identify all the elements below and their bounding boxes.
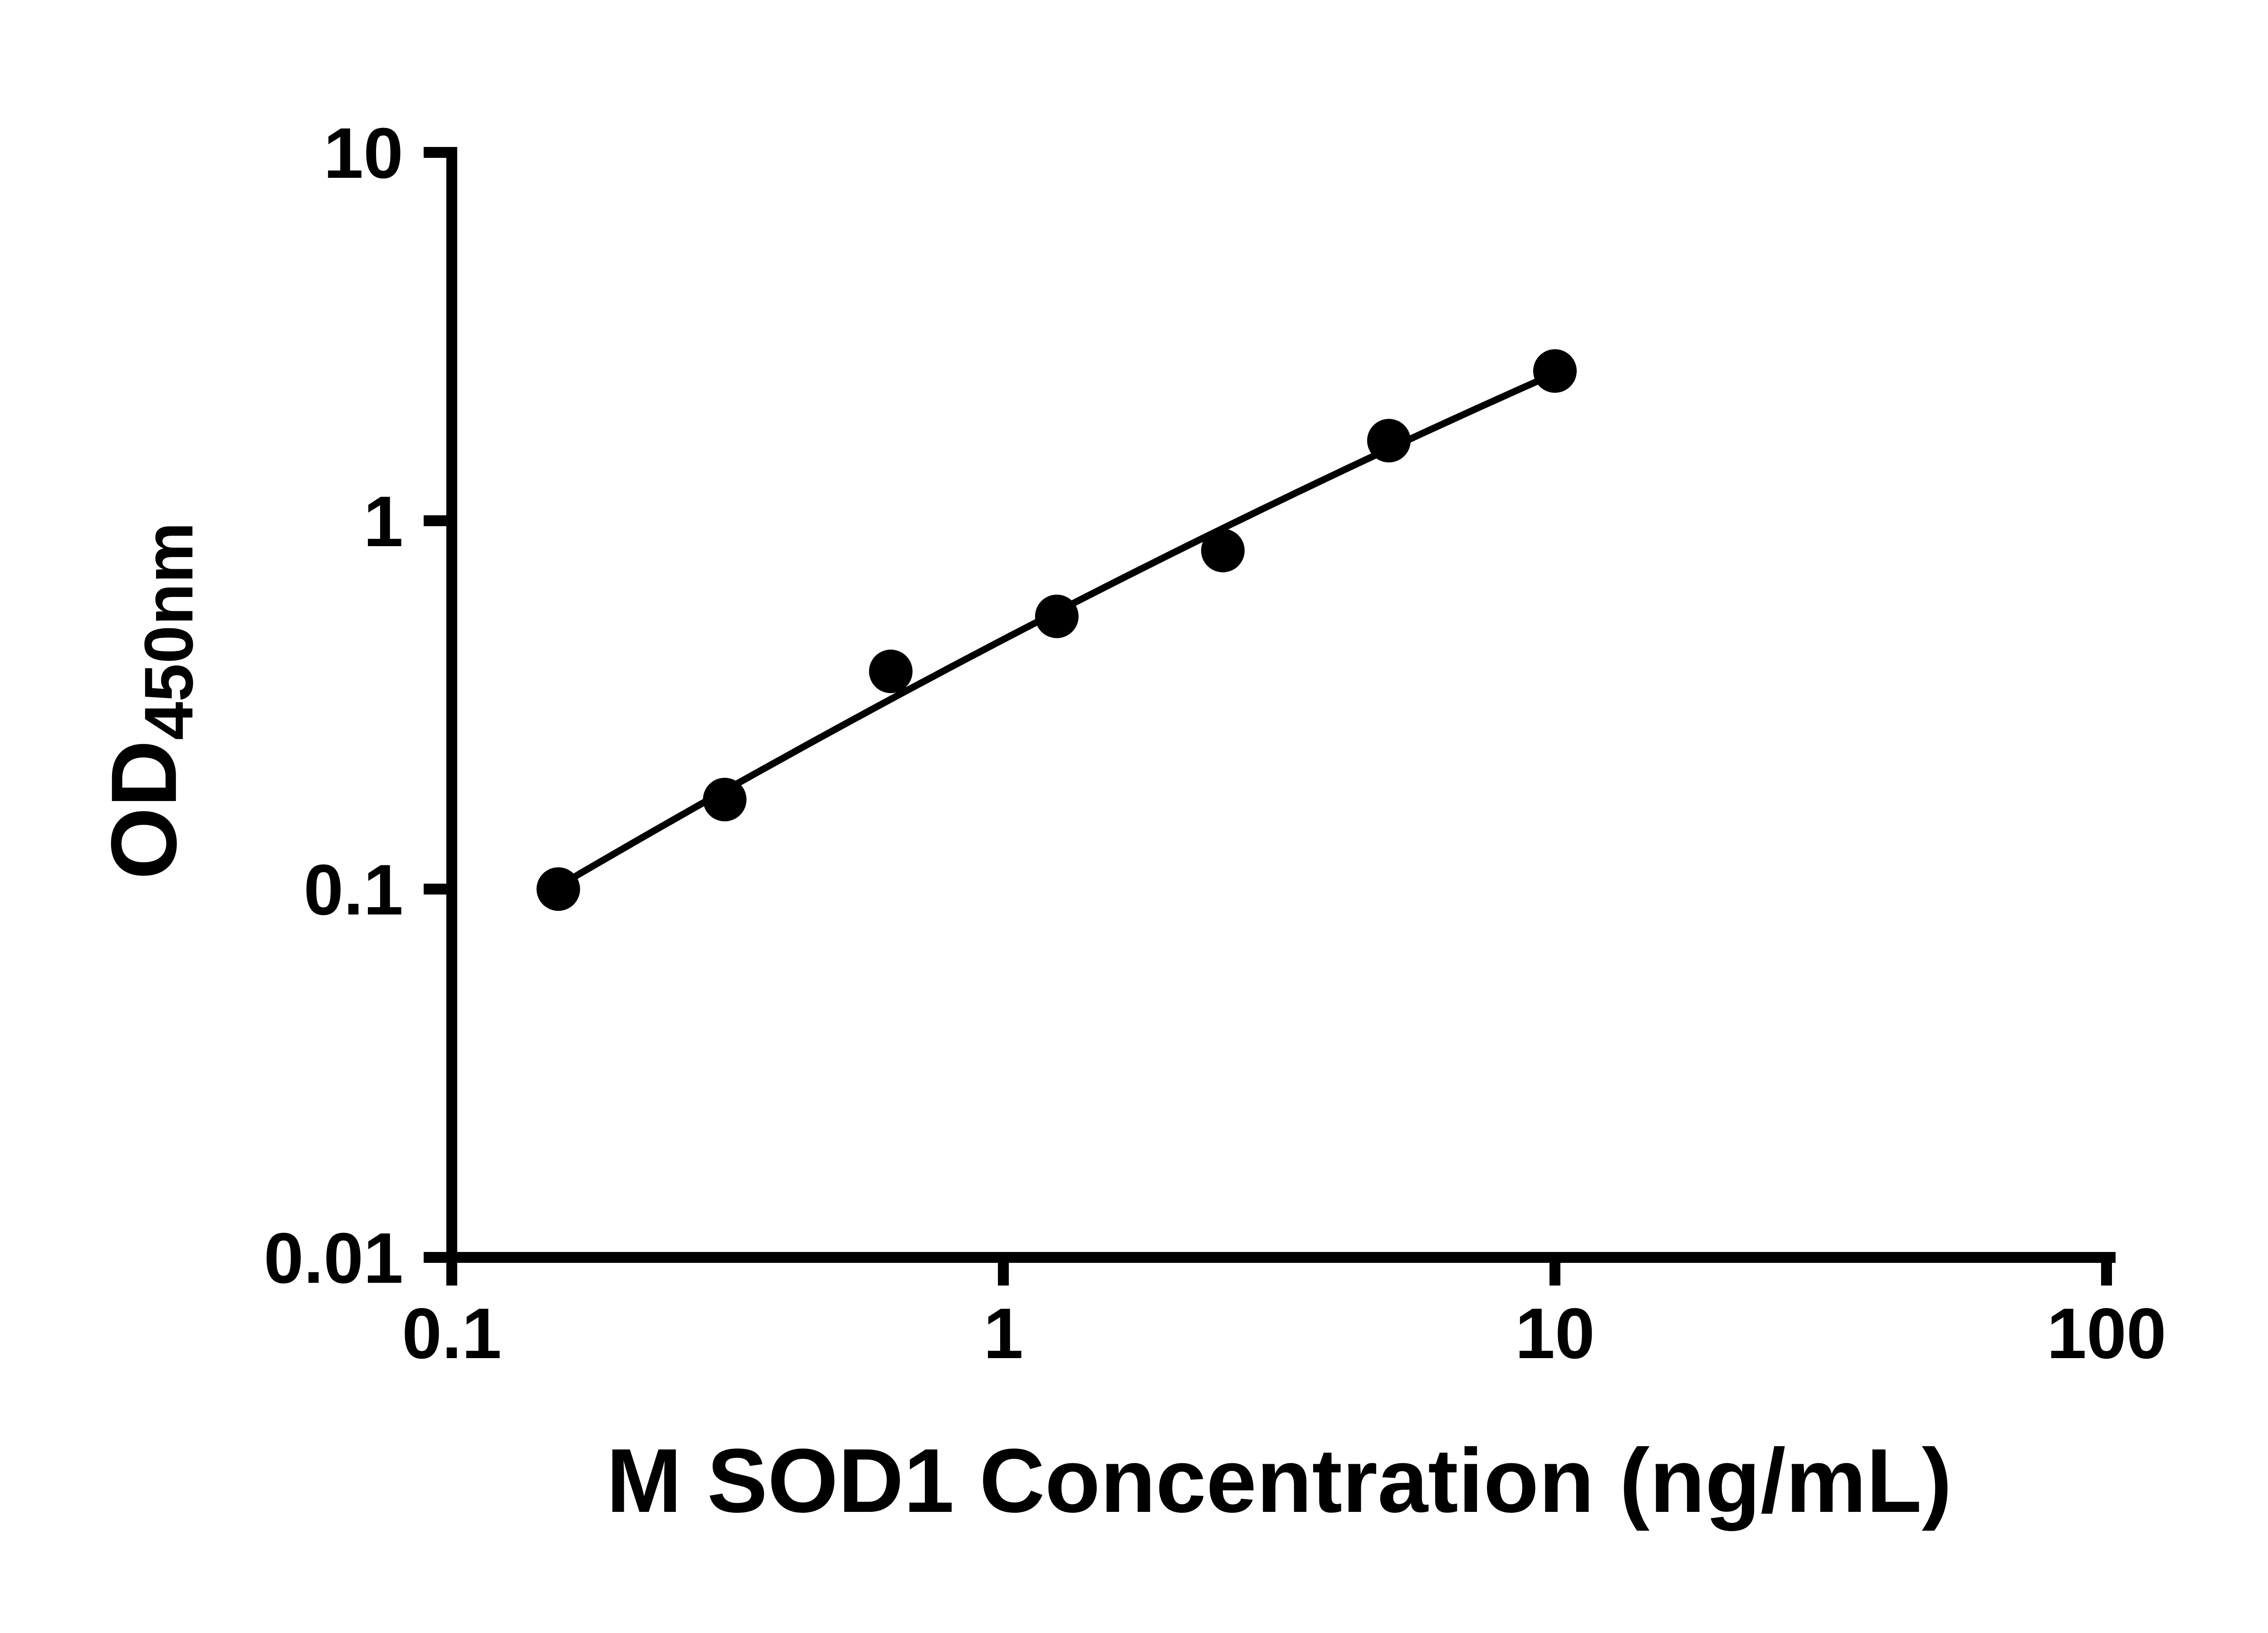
x-tick-label: 100 (2047, 1294, 2166, 1374)
y-tick-label: 0.1 (303, 850, 403, 930)
x-tick-label: 1 (983, 1294, 1023, 1374)
x-axis-title: M SOD1 Concentration (ng/mL) (606, 1430, 1952, 1531)
data-point (1035, 594, 1079, 638)
data-point (1533, 349, 1577, 393)
y-tick-label: 0.01 (264, 1218, 403, 1298)
x-tick-label: 0.1 (402, 1294, 502, 1374)
y-axis-title-main: OD (92, 740, 196, 880)
data-point (703, 777, 747, 821)
y-tick-label: 1 (363, 482, 403, 562)
data-point (1367, 419, 1411, 463)
y-axis-title-subscript: 450nm (131, 522, 208, 740)
data-point (869, 650, 913, 694)
y-tick-label: 10 (323, 113, 403, 193)
data-point (536, 867, 580, 911)
axis-spines (446, 147, 2116, 1263)
x-tick-label: 10 (1515, 1294, 1595, 1374)
y-axis-title: OD450nm (91, 522, 209, 880)
data-point (1201, 528, 1245, 572)
